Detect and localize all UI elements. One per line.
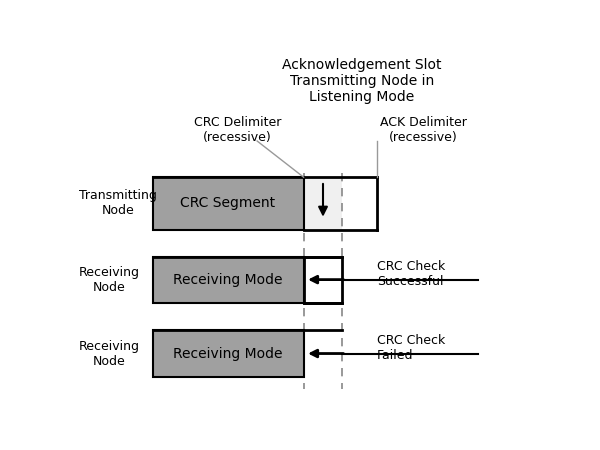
Text: ACK Delimiter
(recessive): ACK Delimiter (recessive) <box>380 116 467 144</box>
Text: CRC Check
Successful: CRC Check Successful <box>377 260 445 288</box>
Text: Receiving Mode: Receiving Mode <box>173 346 283 360</box>
Bar <box>152 256 304 303</box>
Bar <box>152 177 304 230</box>
Bar <box>304 256 343 303</box>
Text: CRC Segment: CRC Segment <box>181 196 275 211</box>
Bar <box>152 330 304 378</box>
Text: Receiving
Node: Receiving Node <box>79 266 140 293</box>
Text: Transmitting
Node: Transmitting Node <box>79 189 157 217</box>
Text: Acknowledgement Slot
Transmitting Node in
Listening Mode: Acknowledgement Slot Transmitting Node i… <box>282 58 442 104</box>
Text: CRC Delimiter
(recessive): CRC Delimiter (recessive) <box>194 116 281 144</box>
Text: Receiving
Node: Receiving Node <box>79 340 140 368</box>
Text: Receiving Mode: Receiving Mode <box>173 273 283 287</box>
Text: CRC Check
Failed: CRC Check Failed <box>377 334 445 362</box>
Bar <box>304 177 343 230</box>
